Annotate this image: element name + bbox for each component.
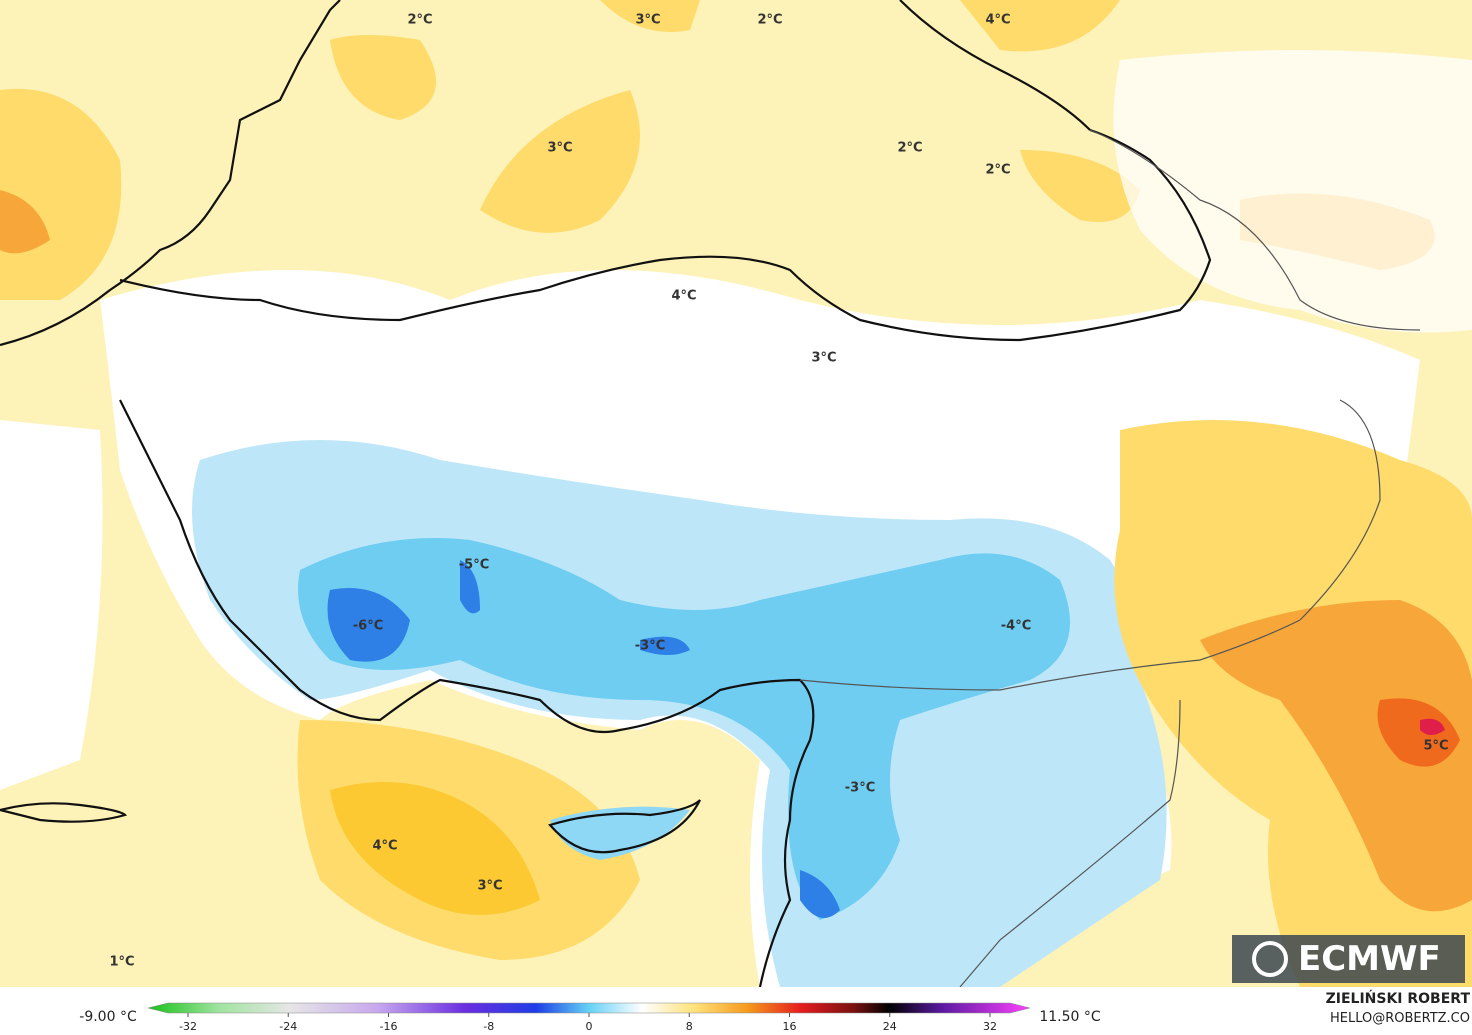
contour-label: 3°C <box>547 141 572 156</box>
contour-label: 2°C <box>407 13 432 28</box>
coastlines <box>0 0 1212 988</box>
contour-label: -4°C <box>1001 619 1031 634</box>
contour-label: 2°C <box>985 163 1010 178</box>
contour-label: 4°C <box>671 289 696 304</box>
colorbar-min: -9.00 °C <box>79 1009 137 1025</box>
contour-label: 4°C <box>985 13 1010 28</box>
colorbar-tick-label: 16 <box>783 1020 797 1033</box>
colorbar-area: -9.00 °C 11.50 °C ZIELIŃSKI ROBERT HELLO… <box>0 987 1472 1035</box>
contour-label: 3°C <box>635 13 660 28</box>
contour-labels: 2°C 3°C 2°C 4°C 3°C 2°C 2°C 4°C 3°C -5°C -6°C -3°C -… <box>109 13 1448 970</box>
colorbar-tick-label: -16 <box>380 1020 398 1033</box>
colorbar-max: 11.50 °C <box>1039 1009 1101 1025</box>
contour-label: -5°C <box>459 558 489 573</box>
contour-label: 4°C <box>372 839 397 854</box>
colorbar-tick-label: -32 <box>179 1020 197 1033</box>
colorbar-tick-label: 8 <box>686 1020 693 1033</box>
contour-label: -3°C <box>635 639 665 654</box>
colorbar-ticks: -32 -24 -16 -8 0 8 16 24 32 <box>179 1013 997 1033</box>
contour-label: 2°C <box>757 13 782 28</box>
contour-label: 1°C <box>109 955 134 970</box>
contour-label: 3°C <box>477 879 502 894</box>
colorbar-tick-label: -24 <box>279 1020 297 1033</box>
contour-label: -6°C <box>353 619 383 634</box>
borders <box>799 129 1421 988</box>
contour-label: 5°C <box>1423 739 1448 754</box>
credit-author: ZIELIŃSKI ROBERT <box>1326 989 1471 1007</box>
colorbar-tick-label: 32 <box>983 1020 997 1033</box>
colorbar-tick-label: 24 <box>883 1020 897 1033</box>
colorbar-tick-label: -8 <box>483 1020 494 1033</box>
logo: ECMWF <box>1232 935 1465 983</box>
contour-label: 2°C <box>897 141 922 156</box>
logo-text: ECMWF <box>1298 939 1441 979</box>
credit-email: HELLO@ROBERTZ.CO <box>1330 1011 1470 1026</box>
contour-label: -3°C <box>845 781 875 796</box>
contour-label: 3°C <box>811 351 836 366</box>
colorbar-tick-label: 0 <box>586 1020 593 1033</box>
map-field <box>0 0 1472 987</box>
